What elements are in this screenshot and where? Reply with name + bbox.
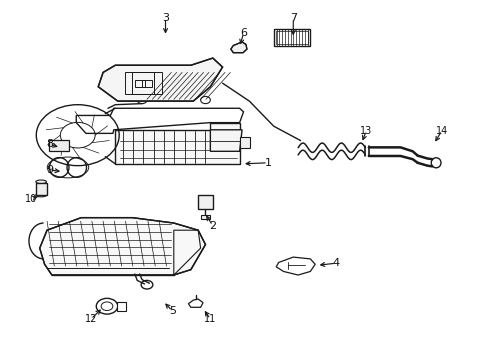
- Bar: [36, 183, 46, 195]
- Bar: [198, 195, 212, 210]
- Bar: [117, 302, 125, 311]
- Bar: [200, 215, 210, 220]
- Text: 1: 1: [264, 158, 271, 168]
- Text: 8: 8: [46, 139, 53, 149]
- Text: 14: 14: [435, 126, 447, 135]
- Text: 9: 9: [46, 165, 53, 175]
- Text: 2: 2: [209, 221, 216, 230]
- Text: 3: 3: [162, 13, 169, 23]
- Text: 10: 10: [25, 194, 37, 204]
- Text: 5: 5: [168, 306, 176, 316]
- Polygon shape: [40, 218, 205, 275]
- Circle shape: [96, 298, 118, 314]
- Ellipse shape: [36, 180, 46, 184]
- Polygon shape: [115, 123, 239, 164]
- Polygon shape: [210, 130, 242, 151]
- Polygon shape: [230, 42, 246, 53]
- Bar: [273, 30, 310, 45]
- Bar: [276, 31, 307, 44]
- Text: 13: 13: [360, 126, 372, 135]
- Text: 12: 12: [84, 314, 97, 324]
- Bar: [49, 140, 69, 150]
- Ellipse shape: [36, 193, 46, 197]
- Text: 6: 6: [240, 28, 246, 38]
- Text: 7: 7: [289, 13, 296, 23]
- Text: 4: 4: [332, 258, 339, 268]
- Bar: [239, 137, 250, 148]
- Polygon shape: [98, 58, 222, 101]
- Text: 11: 11: [204, 314, 216, 324]
